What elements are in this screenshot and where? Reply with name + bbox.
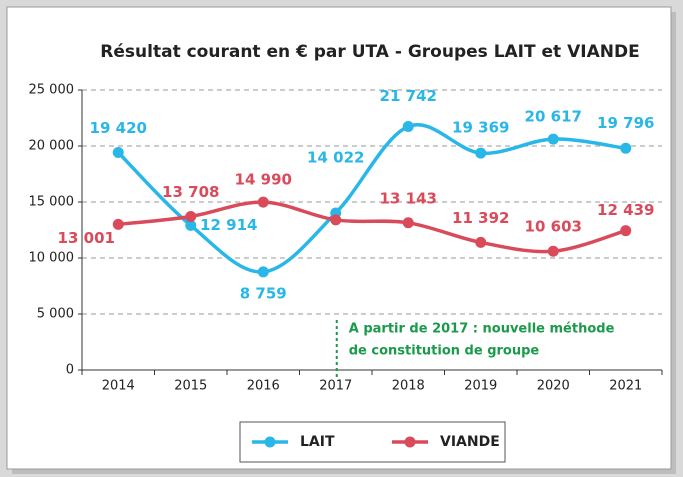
x-tick-label: 2014 [102,379,135,394]
legend-marker [264,436,276,448]
data-label: 10 603 [525,218,582,236]
data-label: 13 708 [162,183,219,201]
data-label: 12 439 [597,201,654,219]
y-tick-label: 20 000 [29,139,75,154]
x-tick-label: 2015 [174,379,207,394]
point [112,218,124,230]
data-label: 21 742 [380,87,437,105]
data-label: 19 369 [452,119,509,137]
legend-marker [404,436,416,448]
line [118,200,627,254]
point [547,133,559,145]
point [257,196,269,208]
y-tick-label: 25 000 [29,83,75,98]
point [620,142,632,154]
data-label: 14 022 [307,148,364,166]
x-tick-label: 2020 [537,379,570,394]
panel [6,6,672,470]
point [185,210,197,222]
x-tick-label: 2019 [464,379,497,394]
y-tick-label: 5 000 [37,307,74,322]
annotation: de constitution de groupe [349,344,540,359]
y-tick-label: 10 000 [29,251,75,266]
x-tick-label: 2018 [392,379,425,394]
data-label: 8 759 [240,284,287,302]
point [402,120,414,132]
y-tick-label: 0 [66,363,74,378]
x-tick-label: 2017 [319,379,352,394]
data-label: 19 420 [90,119,147,137]
annotation: A partir de 2017 : nouvelle méthode [349,322,615,337]
data-label: 19 796 [597,114,654,132]
point [185,219,197,231]
point [475,236,487,248]
point [112,146,124,158]
data-label: 12 914 [200,216,257,234]
data-label: 14 990 [235,171,292,189]
chart-title: Résultat courant en € par UTA - Groupes … [100,42,639,62]
point [620,225,632,237]
point [475,147,487,159]
x-tick-label: 2021 [609,379,642,394]
data-label: 13 001 [58,229,115,247]
point [257,266,269,278]
legend-label: VIANDE [440,434,500,450]
point [402,217,414,229]
data-label: 20 617 [525,108,582,126]
y-tick-label: 15 000 [29,195,75,210]
point [547,245,559,257]
data-label: 13 143 [380,189,437,207]
point [330,214,342,226]
legend-label: LAIT [300,434,335,450]
data-label: 11 392 [452,209,509,227]
x-tick-label: 2016 [247,379,280,394]
